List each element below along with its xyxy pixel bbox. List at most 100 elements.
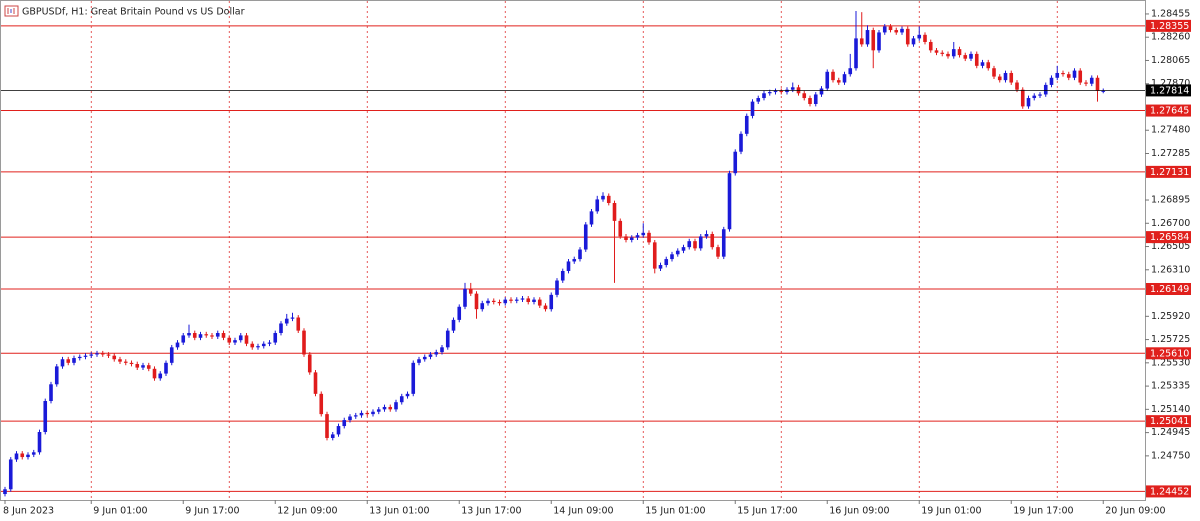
candle-body [710,234,715,248]
candle-body [583,224,588,250]
y-tick-label: 1.25725 [1151,334,1190,345]
candle-body [1055,72,1060,78]
level-label: 1.26584 [1150,232,1189,243]
level-label-box [1146,19,1191,32]
candle-body [900,28,904,33]
candle-body [503,299,508,304]
level-label: 1.25610 [1150,348,1189,359]
candle-body [342,420,347,427]
y-tick-label: 1.25335 [1151,381,1190,392]
candle-body [618,220,623,237]
x-tick-label: 9 Jun 17:00 [185,506,239,517]
candle-body [353,415,358,417]
level-label: 1.25041 [1150,416,1189,427]
candle-body [422,356,427,360]
candle-body [1084,82,1088,84]
candle-body [514,299,519,301]
candle-body [928,41,933,51]
candle-body [187,333,191,336]
candle-body [118,359,122,362]
candle-body [1066,74,1071,78]
candle-body [486,300,490,304]
candle-body [14,453,19,460]
candle-body [566,261,571,271]
x-tick-label: 14 Jun 09:00 [553,506,613,517]
candle-body [273,333,278,343]
candle-body [836,80,841,83]
candle-body [319,393,324,415]
x-tick-label: 13 Jun 17:00 [461,506,521,517]
level-label-box [1146,104,1191,117]
candle-body [1015,82,1019,90]
y-tick-label: 1.28260 [1151,32,1190,43]
candle-body [980,62,985,66]
candle-body [382,406,387,410]
candle-body [123,361,128,363]
candle-body [520,298,525,300]
level-label-box [1146,485,1191,498]
candle-body [704,234,709,237]
candle-body [532,299,536,302]
candle-body [3,489,7,495]
candle-body [831,71,835,81]
candle-body [256,346,260,348]
candle-body [348,416,352,421]
candle-body [129,362,134,365]
candle-body [854,38,858,69]
candle-body [1026,98,1031,107]
candle-body [767,92,772,94]
level-label: 1.27131 [1150,167,1189,178]
candle-body [911,38,916,45]
candle-body [376,409,381,412]
candle-body [779,90,784,93]
candle-body [175,342,180,348]
candle-body [629,237,634,240]
candle-body [641,232,646,236]
candle-body [491,300,496,302]
candle-body [169,347,174,363]
candle-body [405,393,410,397]
candle-body [445,330,450,348]
candle-body [77,356,82,359]
candle-body [698,236,703,249]
candle-body [848,68,853,75]
candle-body [233,340,237,343]
candle-body [480,303,485,310]
level-label-box [1146,415,1191,428]
candle-body [859,38,864,45]
candle-body [951,49,956,57]
y-tick-label: 1.24750 [1151,450,1190,461]
candle-body [969,53,973,59]
candle-body [302,330,306,355]
candle-body [238,335,243,341]
candle-body [250,343,255,348]
candle-body [762,93,766,99]
candle-body [934,50,939,53]
candle-body [543,305,548,310]
candle-body [49,384,53,401]
candle-body [693,241,697,249]
candle-body [1003,72,1008,81]
candle-body [210,335,214,337]
candle-body [905,28,910,45]
candle-body [572,259,577,262]
candle-body [83,355,88,357]
candle-body [89,354,94,356]
y-tick-label: 1.27870 [1151,78,1190,89]
candle-body [877,32,881,51]
candle-body [198,334,203,338]
candle-body [428,354,433,357]
candle-body [106,354,111,356]
candle-body [457,306,462,320]
candle-body [1061,72,1065,75]
candle-body [560,270,565,281]
x-tick-label: 19 Jun 17:00 [1013,506,1073,517]
x-tick-label: 12 Jun 09:00 [277,506,337,517]
candle-body [307,354,312,373]
candle-body [658,265,663,269]
candle-body [624,236,628,240]
candle-body [974,53,979,66]
candle-body [411,362,416,394]
